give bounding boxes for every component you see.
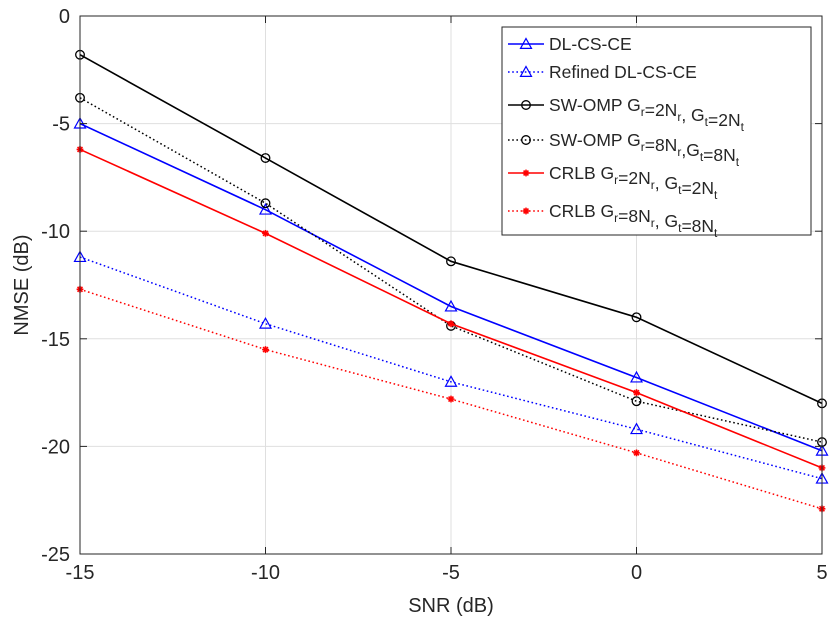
data-point [631, 396, 642, 407]
x-axis-title: SNR (dB) [408, 595, 494, 617]
y-tick-label: -25 [41, 544, 70, 566]
series-line [79, 54, 823, 405]
legend-label: SW-OMP Gr=2Nr, Gt=2Nt [549, 95, 745, 134]
legend-label: CRLB Gr=8Nr, Gt=8Nt [549, 201, 718, 240]
legend-entry: SW-OMP Gr=2Nr, Gt=2Nt [508, 95, 745, 134]
legend-label: CRLB Gr=2Nr, Gt=2Nt [549, 163, 718, 202]
data-point [262, 229, 269, 237]
legend-entry: CRLB Gr=8Nr, Gt=8Nt [508, 201, 718, 240]
data-point [444, 375, 458, 387]
y-tick-label: 0 [59, 6, 70, 28]
legend-entry: Refined DL-CS-CE [508, 62, 697, 82]
data-point [447, 320, 455, 328]
data-point [629, 422, 644, 435]
legend-label: Refined DL-CS-CE [549, 62, 697, 82]
series-line [79, 256, 823, 480]
legend-label: DL-CS-CE [549, 34, 632, 54]
data-point [260, 153, 271, 163]
series-line [79, 122, 823, 452]
ticks: -15 -10 -5 0 5 0 -5 -10 -15 -20 -25 [41, 6, 827, 584]
x-tick-label: -15 [66, 562, 95, 584]
data-point [444, 299, 458, 312]
legend-marker [519, 37, 533, 50]
legend-marker [522, 207, 530, 215]
legend: DL-CS-CE Refined DL-CS-CE SW-OMP Gr=2Nr, G… [501, 26, 812, 240]
legend-marker [521, 135, 531, 145]
data-point [633, 389, 640, 396]
x-tick-label: 5 [816, 562, 827, 584]
y-tick-label: -5 [52, 114, 70, 136]
series-2 [73, 250, 829, 484]
y-tick-label: -10 [41, 221, 70, 243]
y-tick-label: -20 [41, 436, 70, 458]
data-point [446, 256, 456, 267]
data-point [631, 312, 642, 323]
legend-box [501, 26, 812, 236]
data-point [260, 198, 271, 209]
y-axis-title: NMSE (dB) [11, 234, 33, 335]
legend-entry: SW-OMP Gr=8Nr,Gt=8Nt [508, 130, 740, 169]
data-point [629, 370, 644, 383]
legend-marker [522, 169, 530, 177]
data-point [258, 202, 273, 215]
legend-marker [519, 65, 533, 78]
x-tick-label: 0 [631, 562, 642, 584]
legend-label: SW-OMP Gr=8Nr,Gt=8Nt [549, 130, 740, 169]
y-tick-label: -15 [41, 329, 70, 351]
data-point [447, 395, 455, 403]
legend-entry: DL-CS-CE [508, 34, 632, 54]
data-point [633, 449, 640, 457]
x-tick-label: -5 [442, 562, 460, 584]
data-point [258, 317, 273, 329]
legend-marker [521, 100, 531, 110]
x-tick-label: -10 [251, 562, 280, 584]
legend-entry: CRLB Gr=2Nr, Gt=2Nt [508, 163, 718, 202]
data-point [262, 346, 269, 353]
